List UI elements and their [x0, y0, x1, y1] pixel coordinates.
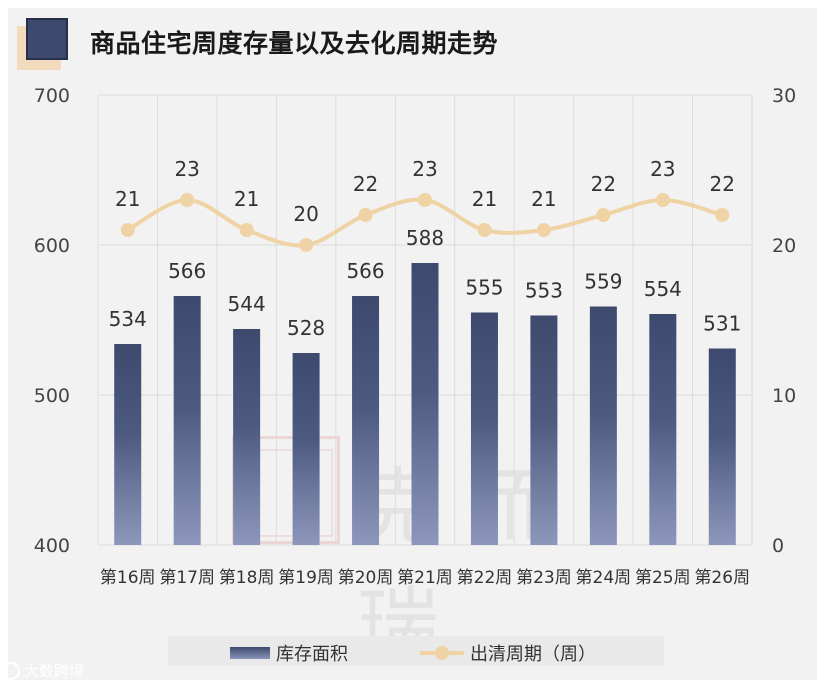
- x-tick-label: 第18周: [219, 568, 275, 588]
- bar-value-label: 559: [584, 270, 622, 294]
- y-right-tick-label: 30: [772, 85, 796, 107]
- cycle-value-label: 21: [472, 187, 497, 211]
- x-tick-label: 第17周: [159, 568, 215, 588]
- source-label: 大数跨境: [24, 662, 85, 680]
- legend-item-inventory: 库存面积: [230, 640, 348, 666]
- bar-value-label: 588: [406, 226, 444, 250]
- x-tick-label: 第23周: [516, 568, 572, 588]
- x-tick-label: 第21周: [397, 568, 453, 588]
- x-tick-label: 第22周: [457, 568, 513, 588]
- cycle-point-6: [418, 193, 432, 207]
- y-left-tick-label: 400: [34, 535, 70, 557]
- legend-bar-label: 库存面积: [276, 644, 348, 665]
- y-right-tick-label: 0: [772, 535, 784, 557]
- bar-6: [411, 263, 439, 545]
- x-tick-label: 第24周: [576, 568, 632, 588]
- cycle-value-label: 21: [531, 187, 556, 211]
- x-tick-label: 第26周: [694, 568, 750, 588]
- cycle-point-8: [536, 223, 551, 237]
- cycle-value-label: 23: [174, 157, 199, 181]
- bar-9: [589, 306, 617, 545]
- cycle-point-7: [477, 223, 492, 237]
- chart-title: 商品住宅周度存量以及去化周期走势: [90, 29, 499, 58]
- title-square-icon: [26, 18, 68, 60]
- bar-value-label: 566: [346, 259, 384, 283]
- cycle-value-label: 23: [650, 157, 675, 181]
- bar-value-label: 544: [228, 292, 266, 316]
- cycle-value-label: 20: [293, 202, 318, 226]
- x-tick-label: 第19周: [278, 568, 334, 588]
- bar-11: [708, 348, 736, 545]
- bar-8: [530, 315, 558, 545]
- bar-value-label: 528: [287, 316, 325, 340]
- bar-4: [292, 353, 320, 545]
- y-right-tick-label: 20: [772, 235, 796, 257]
- legend-item-cycle: 出清周期（周）: [420, 640, 596, 666]
- bar-1: [114, 344, 142, 545]
- cycle-point-1: [120, 223, 135, 237]
- bar-value-label: 553: [525, 279, 563, 303]
- cycle-point-2: [180, 193, 195, 207]
- y-right-tick-label: 10: [772, 385, 796, 407]
- bar-10: [649, 314, 677, 545]
- y-left-tick-label: 700: [34, 85, 70, 107]
- legend-line-label: 出清周期（周）: [470, 644, 596, 665]
- cycle-point-9: [596, 208, 611, 222]
- y-left-tick-label: 500: [34, 385, 70, 407]
- cycle-value-label: 21: [115, 187, 140, 211]
- bar-5: [352, 296, 380, 545]
- x-tick-label: 第16周: [100, 568, 156, 588]
- bar-7: [470, 312, 498, 545]
- cycle-point-10: [655, 193, 670, 207]
- source-logo-icon: [2, 661, 20, 680]
- bar-value-label: 534: [109, 307, 147, 331]
- legend-bar-swatch: [230, 647, 270, 659]
- cycle-point-4: [299, 238, 314, 252]
- bar-value-label: 554: [644, 277, 682, 301]
- cycle-value-label: 23: [412, 157, 437, 181]
- y-left-tick-label: 600: [34, 235, 70, 257]
- bar-2: [173, 296, 201, 545]
- bar-3: [233, 329, 261, 545]
- bar-value-label: 531: [703, 312, 741, 336]
- cycle-point-3: [239, 223, 254, 237]
- bar-value-label: 555: [465, 276, 503, 300]
- cycle-point-5: [358, 208, 373, 222]
- x-tick-label: 第25周: [635, 568, 691, 588]
- cycle-value-label: 21: [234, 187, 259, 211]
- cycle-value-label: 22: [710, 172, 735, 196]
- cycle-value-label: 22: [353, 172, 378, 196]
- legend-line-swatch: [420, 646, 464, 660]
- cycle-point-11: [715, 208, 730, 222]
- x-tick-label: 第20周: [338, 568, 394, 588]
- cycle-value-label: 22: [591, 172, 616, 196]
- source-watermark: 大数跨境: [2, 660, 84, 681]
- bar-value-label: 566: [168, 259, 206, 283]
